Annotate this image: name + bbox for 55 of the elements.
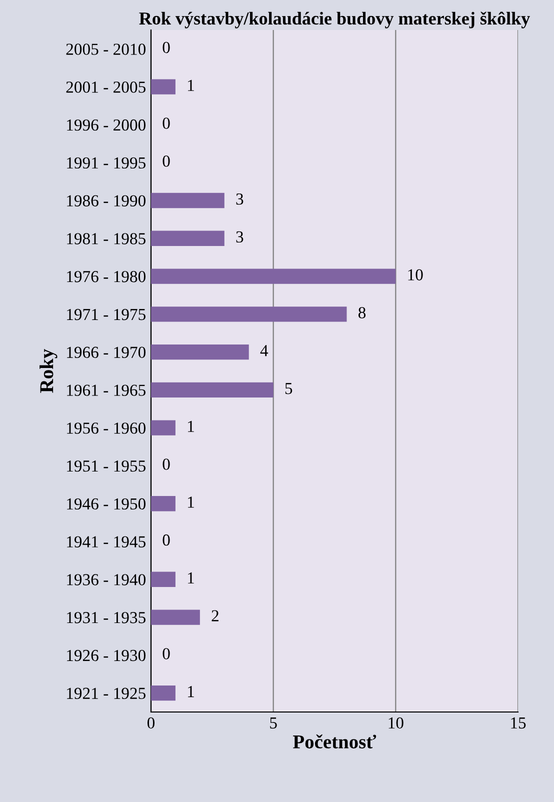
data-label: 1 [188,80,194,91]
y-tick-label: 1946 - 1950 [67,498,146,510]
y-tick-label: 1921 - 1925 [67,688,146,699]
y-tick-label: 1941 - 1945 [67,536,146,548]
y-tick-label: 1961 - 1965 [67,384,146,396]
x-tick-label: 10 [388,717,404,729]
bar [151,420,176,436]
y-tick-label: 1951 - 1955 [67,460,146,472]
bar [151,496,176,512]
bar [151,268,396,284]
y-tick-label: 2005 - 2010 [66,44,146,55]
chart-title: Rok výstavby/kolaudácie budovy materskej škôlky [139,12,530,28]
data-label: 0 [162,458,170,470]
y-tick-label: 1936 - 1940 [67,574,146,586]
data-label: 5 [285,383,292,394]
data-label: 0 [162,42,170,54]
x-axis-title: Početnosť [293,734,376,748]
x-tick-label: 15 [511,717,526,729]
data-label: 4 [260,345,268,356]
bar [151,610,200,625]
bar [151,572,176,587]
y-tick-label: 1981 - 1985 [67,233,146,244]
x-tick-label: 5 [270,718,277,729]
y-tick-label: 1991 - 1995 [67,157,146,169]
bar [151,306,347,322]
bar [151,192,224,208]
y-axis-title: Roky [40,349,58,393]
data-label: 1 [188,686,194,698]
data-label: 0 [162,156,170,167]
bar [151,230,224,246]
x-tick-label: 0 [147,717,155,729]
bar [151,79,176,94]
bar [151,382,274,398]
data-label: 8 [358,307,366,318]
data-label: 0 [162,648,170,660]
y-tick-label: 1976 - 1980 [67,270,146,282]
data-label: 0 [162,534,170,546]
data-label: 1 [188,496,194,508]
data-label: 3 [236,193,244,205]
y-tick-label: 1986 - 1990 [67,195,146,206]
y-tick-label: 1996 - 2000 [67,119,146,131]
data-label: 2 [212,610,218,622]
y-tick-label: 1931 - 1935 [67,612,146,624]
y-tick-label: 2001 - 2005 [66,82,146,93]
y-tick-label: 1956 - 1960 [67,422,146,434]
data-label: 0 [162,118,170,129]
data-label: 3 [236,231,244,243]
data-label: 1 [188,420,194,432]
bar [151,685,176,701]
data-label: 10 [408,269,423,280]
data-label: 1 [188,572,194,584]
y-tick-label: 1971 - 1975 [67,308,146,320]
y-tick-label: 1926 - 1930 [67,650,146,662]
bar [151,344,249,360]
y-tick-label: 1966 - 1970 [67,346,146,358]
